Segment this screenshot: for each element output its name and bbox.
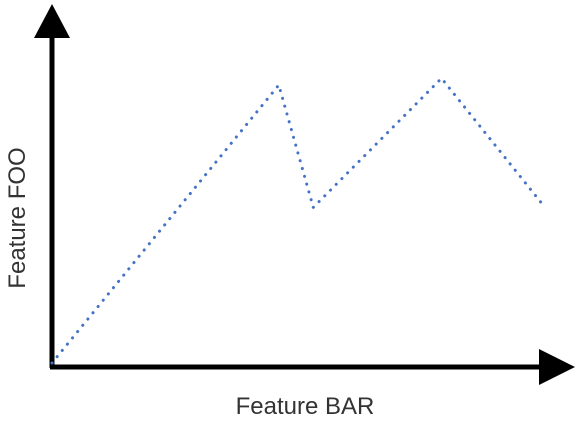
y-axis-label: Feature FOO: [4, 147, 31, 288]
series-layer: [52, 78, 545, 363]
y-axis-arrow-icon: [34, 4, 70, 38]
x-axis-arrow-icon: [539, 349, 575, 385]
x-axis: [50, 349, 575, 385]
x-axis-label: Feature BAR: [236, 393, 375, 420]
y-axis: [34, 4, 70, 368]
series-line-1: [52, 78, 545, 363]
